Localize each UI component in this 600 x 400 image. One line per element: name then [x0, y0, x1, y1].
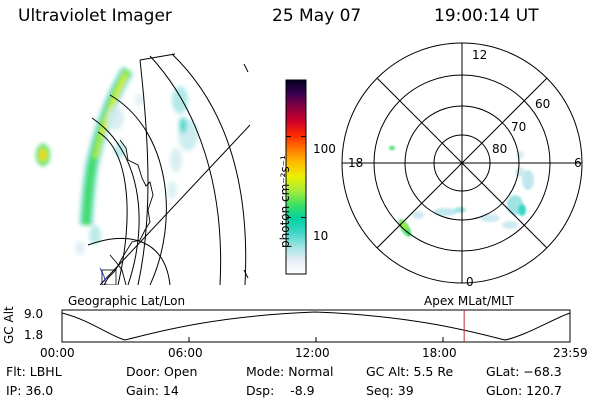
polar-plot	[341, 42, 583, 284]
timeline-x-tick-4: 23:59	[553, 346, 588, 360]
instrument-title: Ultraviolet Imager	[18, 6, 172, 26]
geographic-grid	[87, 53, 250, 285]
colorbar-tick-10: 10	[313, 229, 329, 243]
mlt-label-12: 12	[472, 48, 488, 62]
info-glat: GLat: −68.3	[486, 364, 562, 379]
info-gc-alt: GC Alt: 5.5 Re	[366, 364, 454, 379]
info-door: Door: Open	[126, 364, 198, 379]
polar-grid	[341, 42, 583, 284]
time-label: 19:00:14 UT	[434, 6, 539, 26]
info-mode: Mode: Normal	[246, 364, 334, 379]
aurora-emission	[36, 66, 198, 255]
info-gain: Gain: 14	[126, 383, 179, 398]
timeline-right-title: Apex MLat/MLT	[424, 294, 514, 308]
geographic-image	[36, 53, 250, 285]
colorbar-tick-100: 100	[313, 142, 336, 156]
timeline-y-tick-bottom: 1.8	[24, 328, 44, 342]
timeline-x-tick-1: 06:00	[168, 346, 203, 360]
mlt-label-0: 0	[466, 275, 474, 289]
coastline-highlight	[99, 267, 107, 285]
timeline-x-tick-2: 12:00	[295, 346, 330, 360]
mlt-label-6: 6	[574, 156, 582, 170]
coastline	[103, 139, 154, 285]
colorbar-unit-label: photon cm⁻²s⁻¹	[278, 155, 292, 248]
altitude-curve	[61, 311, 571, 341]
date-label: 25 May 07	[272, 6, 362, 26]
info-ip: IP: 36.0	[6, 383, 54, 398]
timeline-x-tick-0: 00:00	[40, 346, 75, 360]
lat-label-60: 60	[535, 97, 551, 111]
info-dsp: Dsp: -8.9	[246, 383, 315, 398]
timeline	[61, 309, 571, 343]
timeline-x-ticks	[61, 337, 571, 342]
colorbar	[285, 79, 307, 275]
lat-label-70: 70	[511, 120, 527, 134]
info-glon: GLon: 120.7	[486, 383, 562, 398]
info-filter: Flt: LBHL	[6, 364, 62, 379]
polar-aurora	[389, 146, 534, 237]
info-seq: Seq: 39	[366, 383, 414, 398]
mlt-label-18: 18	[348, 156, 364, 170]
lat-label-80: 80	[492, 142, 508, 156]
timeline-y-tick-top: 9.0	[24, 307, 44, 321]
timeline-left-title: Geographic Lat/Lon	[68, 294, 186, 308]
timeline-x-tick-3: 18:00	[422, 346, 457, 360]
timeline-axis-label: GC Alt	[2, 306, 16, 344]
